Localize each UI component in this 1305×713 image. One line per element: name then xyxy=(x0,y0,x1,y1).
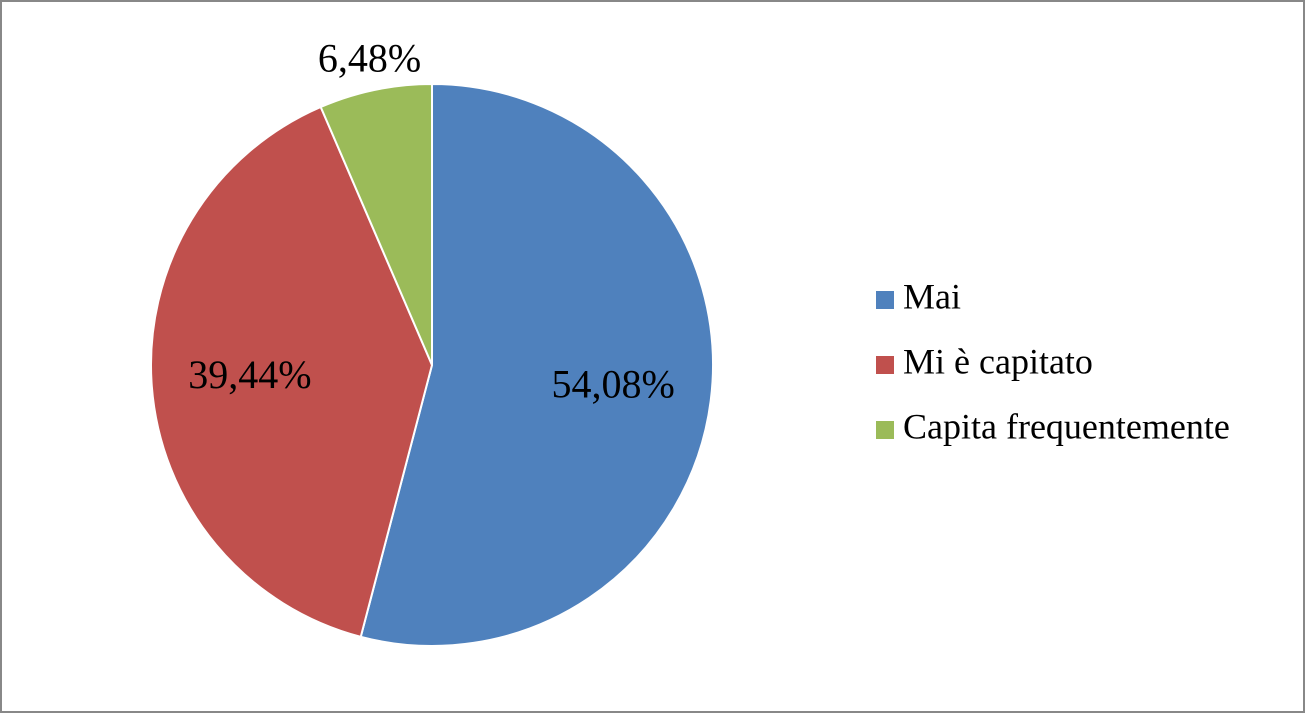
legend-label: Mai xyxy=(903,276,961,316)
legend-label: Mi è capitato xyxy=(903,341,1093,381)
data-label: 54,08% xyxy=(551,362,674,407)
legend-swatch xyxy=(876,356,894,374)
pie-slice xyxy=(150,105,434,639)
pie-slice xyxy=(359,82,714,647)
legend-swatch xyxy=(876,291,894,309)
data-label: 39,44% xyxy=(188,352,311,397)
legend-label: Capita frequentemente xyxy=(903,406,1230,446)
data-label: 6,48% xyxy=(318,35,421,80)
pie-slice xyxy=(319,82,433,366)
legend-swatch xyxy=(876,421,894,439)
